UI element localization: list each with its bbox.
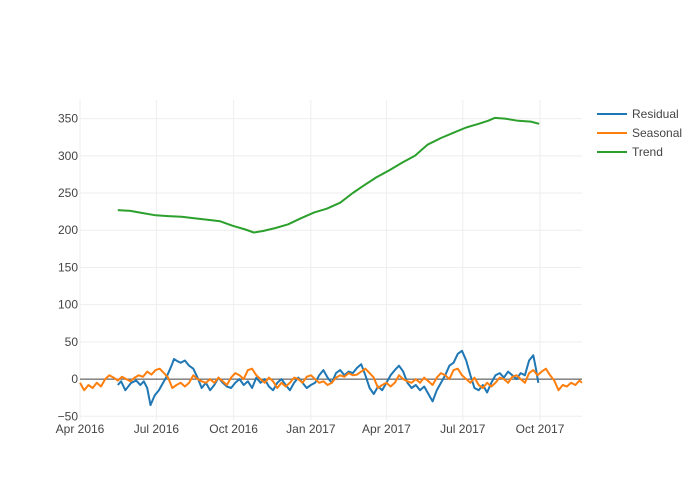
x-tick-label: Oct 2017 xyxy=(516,422,565,436)
legend-item-seasonal[interactable]: Seasonal xyxy=(597,126,682,140)
series-line-trend xyxy=(117,116,540,234)
y-tick-label: 300 xyxy=(58,149,78,163)
legend-item-trend[interactable]: Trend xyxy=(597,145,663,159)
y-tick-label: 50 xyxy=(65,335,79,349)
series-line-seasonal xyxy=(79,367,583,392)
legend-label: Seasonal xyxy=(632,126,682,140)
x-tick-label: Jul 2016 xyxy=(134,422,180,436)
y-axis: −50 0 50 100 150 200 250 300 350 xyxy=(58,112,79,424)
y-tick-label: 250 xyxy=(58,186,78,200)
x-axis: Apr 2016 Jul 2016 Oct 2016 Jan 2017 Apr 2017… xyxy=(56,422,565,436)
x-tick-label: Jan 2017 xyxy=(286,422,336,436)
x-tick-label: Apr 2016 xyxy=(56,422,105,436)
y-tick-label: 0 xyxy=(71,372,78,386)
plot-area xyxy=(80,100,582,420)
legend-label: Residual xyxy=(632,107,679,121)
legend-label: Trend xyxy=(632,145,663,159)
y-tick-label: −50 xyxy=(58,409,79,423)
y-tick-label: 200 xyxy=(58,223,78,237)
y-tick-label: 150 xyxy=(58,260,78,274)
legend-item-residual[interactable]: Residual xyxy=(597,107,679,121)
x-tick-label: Jul 2017 xyxy=(440,422,486,436)
x-tick-label: Oct 2016 xyxy=(209,422,258,436)
x-tick-label: Apr 2017 xyxy=(362,422,411,436)
series-lines xyxy=(79,116,583,407)
y-tick-label: 100 xyxy=(58,298,78,312)
legend[interactable]: Residual Seasonal Trend xyxy=(597,107,682,159)
y-tick-label: 350 xyxy=(58,112,78,126)
series-line-residual xyxy=(117,349,540,407)
